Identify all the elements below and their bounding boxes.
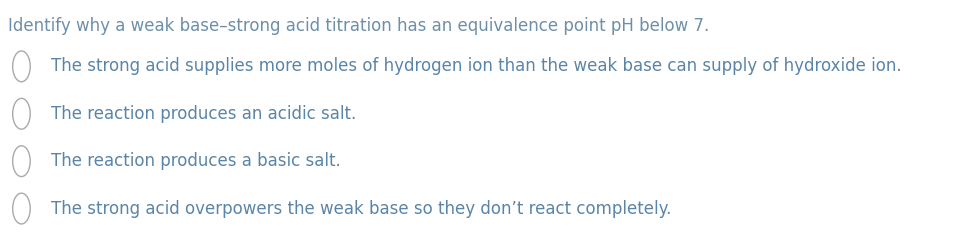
Text: Identify why a weak base–strong acid titration has an equivalence point pH below: Identify why a weak base–strong acid tit…	[8, 17, 709, 35]
Text: The strong acid overpowers the weak base so they don’t react completely.: The strong acid overpowers the weak base…	[51, 200, 671, 218]
Text: The reaction produces a basic salt.: The reaction produces a basic salt.	[51, 152, 340, 170]
Text: The strong acid supplies more moles of hydrogen ion than the weak base can suppl: The strong acid supplies more moles of h…	[51, 57, 901, 75]
Text: The reaction produces an acidic salt.: The reaction produces an acidic salt.	[51, 105, 356, 123]
